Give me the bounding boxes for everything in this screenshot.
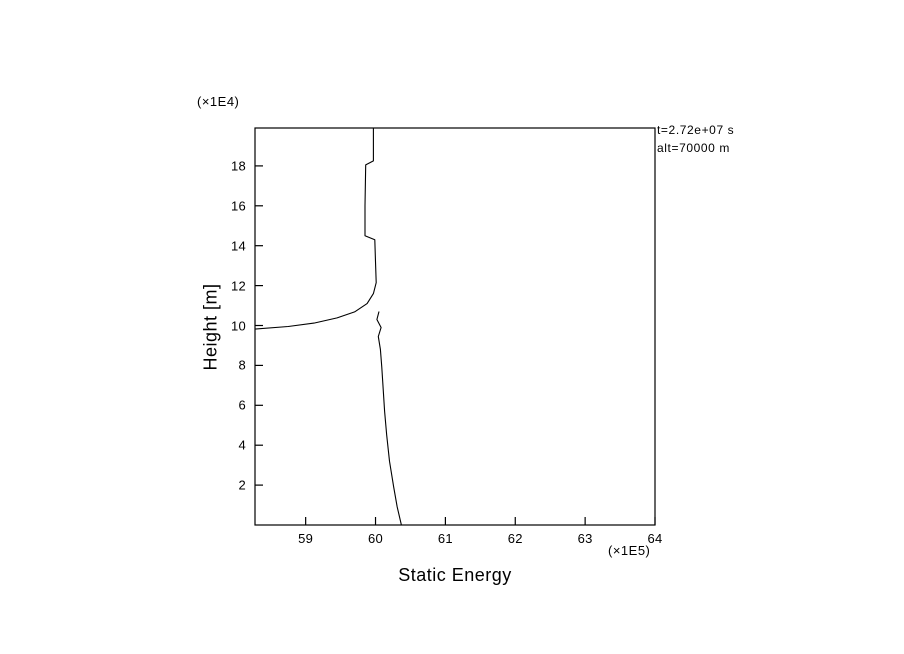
y-axis-title: Height [m] <box>200 283 221 371</box>
annotation-altitude: alt=70000 m <box>657 141 730 155</box>
x-tick-label: 62 <box>507 531 523 546</box>
x-tick-label: 64 <box>647 531 663 546</box>
data-curve-upper-branch <box>255 128 377 330</box>
x-axis-scale-note: (×1E5) <box>608 543 651 558</box>
axes-box <box>254 127 656 526</box>
data-curve-lower-branch <box>376 311 402 525</box>
x-tick-label: 63 <box>577 531 593 546</box>
y-tick-label: 6 <box>238 397 246 413</box>
y-tick-label: 8 <box>238 357 246 373</box>
y-axis-scale-note: (×1E4) <box>197 94 240 109</box>
y-tick-label: 4 <box>238 437 246 453</box>
y-tick-label: 2 <box>238 477 246 493</box>
y-tick-label: 14 <box>230 238 246 254</box>
y-tick-label: 12 <box>230 278 246 294</box>
y-tick-label: 10 <box>230 318 246 333</box>
x-tick-label: 61 <box>437 531 453 546</box>
x-tick-label: 59 <box>298 531 314 546</box>
annotation-time: t=2.72e+07 s <box>657 123 735 137</box>
y-tick-label: 16 <box>230 198 246 214</box>
x-axis-title: Static Energy <box>398 565 512 585</box>
x-tick-label: 60 <box>367 531 384 546</box>
y-tick-label: 18 <box>230 158 246 174</box>
